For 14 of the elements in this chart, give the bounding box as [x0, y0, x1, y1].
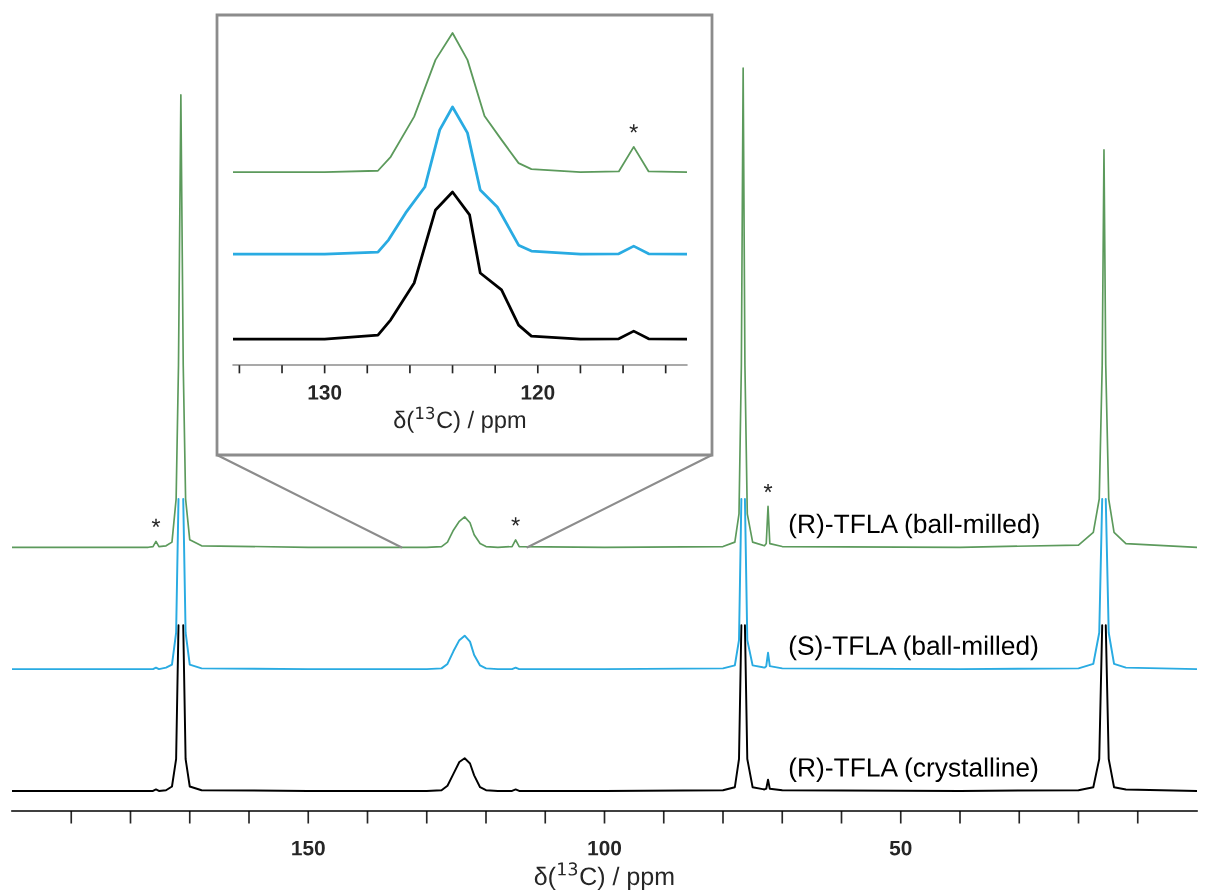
annotation: * [763, 483, 773, 493]
x-tick-label: 50 [889, 840, 912, 856]
x-axis-title: δ($^{13}$C) / ppm [394, 406, 526, 433]
x-tick-label: 130 [308, 384, 342, 400]
annotation: * [629, 124, 638, 133]
series-label: (R)-TFLA (crystalline) [789, 757, 1038, 783]
x-tick-label: 100 [588, 840, 622, 856]
x-tick-label: 120 [521, 384, 555, 400]
x-tick-label: 150 [292, 840, 325, 856]
series-label: (S)-TFLA (ball-milled) [789, 635, 1038, 661]
x-axis-title: δ($^{13}$C) / ppm [534, 862, 674, 891]
annotation: * [511, 517, 520, 526]
series-label: (R)-TFLA (ball-milled) [789, 513, 1039, 539]
annotation: * [151, 518, 161, 528]
